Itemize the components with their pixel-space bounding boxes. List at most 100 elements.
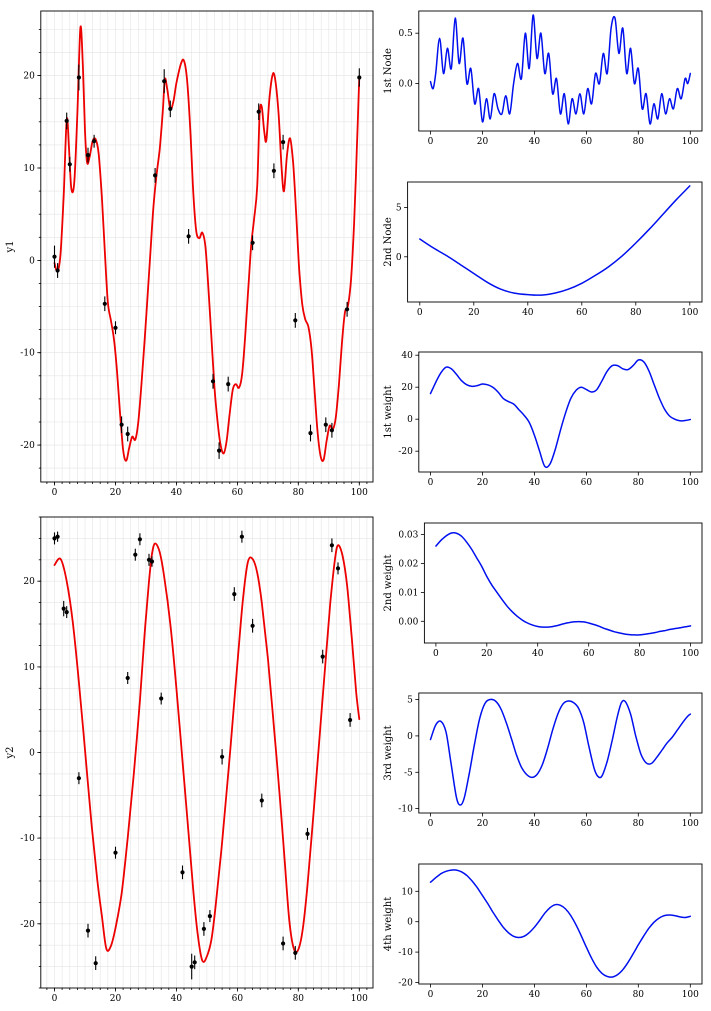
svg-text:20: 20 [477, 990, 489, 1000]
svg-text:0: 0 [52, 994, 58, 1004]
tick-labels: 0 20 40 60 80 100 0.00 0.01 0.02 0.03 [398, 530, 699, 658]
svg-text:20: 20 [477, 819, 489, 829]
svg-text:20: 20 [401, 383, 413, 393]
svg-text:0: 0 [407, 415, 413, 425]
svg-text:20: 20 [477, 478, 489, 488]
svg-text:40: 40 [529, 990, 541, 1000]
svg-text:100: 100 [682, 478, 699, 488]
svg-text:-10: -10 [20, 349, 35, 359]
axes-frame [418, 863, 703, 984]
svg-text:100: 100 [682, 819, 699, 829]
svg-text:100: 100 [682, 137, 699, 147]
svg-text:40: 40 [401, 351, 413, 361]
svg-text:0.0: 0.0 [398, 80, 413, 90]
axes-frame [418, 351, 703, 473]
left-column: 0 20 40 60 80 100 -20 -10 0 10 20 y1 0 20 40 60 80 100 -2… [2, 2, 380, 1009]
axes-frame [407, 181, 703, 302]
plot-2nd-weight: 0 20 40 60 80 100 0.00 0.01 0.02 0.03 2nd weight [380, 516, 709, 663]
series-line [53, 542, 361, 963]
svg-text:0: 0 [428, 478, 434, 488]
svg-text:80: 80 [633, 819, 645, 829]
y-axis-label: 1st Node [383, 48, 394, 94]
svg-text:40: 40 [529, 137, 541, 147]
chart-svg: 0 20 40 60 80 100 -20 -10 0 10 20 y1 [5, 10, 374, 498]
axes-frame [423, 522, 703, 643]
svg-text:-10: -10 [398, 948, 413, 958]
y-axis-label: 1st weight [383, 385, 394, 438]
svg-text:20: 20 [110, 488, 122, 498]
axes-frame [418, 692, 703, 814]
series-line [429, 14, 692, 125]
grid [40, 11, 373, 482]
axis-ticks [420, 533, 691, 646]
svg-text:0: 0 [428, 819, 434, 829]
chart-svg: 0 20 40 60 80 100 0.00 0.01 0.02 0.03 2nd weight [383, 522, 703, 659]
series-line [429, 868, 692, 978]
svg-text:40: 40 [171, 994, 183, 1004]
chart-svg: 0 20 40 60 80 100 -20 0 20 40 1st weight [383, 351, 703, 488]
plot-2nd-node: 0 20 40 60 80 100 0 5 2nd Node [380, 175, 709, 322]
svg-text:-20: -20 [20, 441, 35, 451]
svg-text:10: 10 [23, 662, 35, 672]
svg-text:80: 80 [633, 990, 645, 1000]
y-axis-label: y2 [5, 746, 16, 759]
scatter-points [52, 64, 362, 459]
y-axis-label: 3rd weight [383, 725, 394, 780]
svg-text:10: 10 [401, 887, 413, 897]
svg-text:10: 10 [23, 164, 35, 174]
svg-text:60: 60 [232, 488, 244, 498]
svg-text:-20: -20 [398, 447, 413, 457]
svg-text:-10: -10 [398, 805, 413, 815]
svg-text:60: 60 [581, 819, 593, 829]
svg-text:100: 100 [351, 488, 368, 498]
series-line [53, 25, 361, 462]
chart-svg: 0 20 40 60 80 100 -20 -10 0 10 20 y2 [5, 516, 374, 1004]
y-axis-label: 4th weight [383, 896, 394, 951]
scatter-points [52, 530, 353, 979]
svg-text:-20: -20 [20, 919, 35, 929]
svg-text:60: 60 [583, 649, 595, 659]
svg-text:100: 100 [351, 994, 368, 1004]
svg-text:-20: -20 [398, 978, 413, 988]
svg-text:0.02: 0.02 [398, 559, 418, 569]
svg-text:60: 60 [581, 137, 593, 147]
svg-text:40: 40 [532, 649, 544, 659]
svg-text:0: 0 [433, 649, 439, 659]
chart-svg: 0 20 40 60 80 100 -10 -5 0 5 3rd weight [383, 692, 703, 830]
svg-text:20: 20 [481, 649, 493, 659]
svg-text:0.01: 0.01 [398, 588, 418, 598]
y-axis-label: y1 [5, 240, 16, 253]
svg-text:40: 40 [529, 819, 541, 829]
svg-text:0.5: 0.5 [398, 29, 413, 39]
tick-labels: 0 20 40 60 80 100 -20 -10 0 10 20 [20, 577, 368, 1004]
series-line [419, 184, 691, 296]
svg-text:0: 0 [407, 732, 413, 742]
svg-text:0: 0 [29, 748, 35, 758]
series-line [435, 531, 692, 636]
svg-text:0: 0 [396, 252, 402, 262]
svg-text:40: 40 [171, 488, 183, 498]
axis-ticks [415, 354, 691, 476]
svg-text:40: 40 [529, 478, 541, 488]
tick-labels: 0 20 40 60 80 100 0 5 [396, 203, 699, 317]
axis-ticks [37, 29, 368, 486]
svg-text:100: 100 [682, 990, 699, 1000]
svg-text:0: 0 [407, 917, 413, 927]
svg-text:0: 0 [417, 308, 423, 318]
svg-text:0: 0 [428, 137, 434, 147]
svg-text:40: 40 [522, 308, 534, 318]
plot-y1: 0 20 40 60 80 100 -20 -10 0 10 20 y1 [2, 4, 380, 502]
svg-text:0: 0 [428, 990, 434, 1000]
svg-text:20: 20 [110, 994, 122, 1004]
axis-ticks [415, 32, 691, 135]
axis-ticks [37, 516, 368, 991]
svg-text:0.03: 0.03 [398, 530, 418, 540]
series-line [429, 698, 692, 806]
tick-labels: 0 20 40 60 80 100 -10 -5 0 5 [398, 696, 699, 830]
plot-y2: 0 20 40 60 80 100 -20 -10 0 10 20 y2 [2, 510, 380, 1008]
svg-text:100: 100 [682, 649, 699, 659]
plot-4th-weight: 0 20 40 60 80 100 -20 -10 0 10 4th weight [380, 857, 709, 1004]
axis-ticks [415, 699, 691, 817]
